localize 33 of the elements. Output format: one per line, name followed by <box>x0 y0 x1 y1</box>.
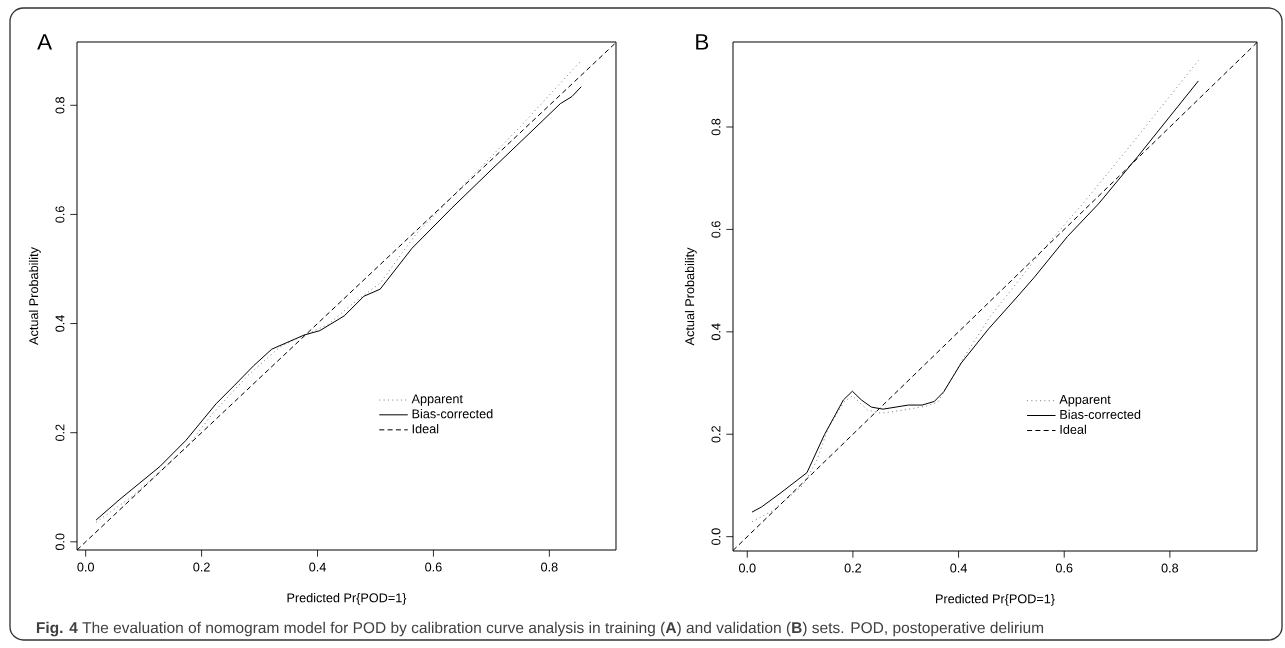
x-axis-title: Predicted Pr{POD=1} <box>287 592 407 605</box>
x-axis-title: Predicted Pr{POD=1} <box>936 593 1055 606</box>
y-tick-label: 0.8 <box>711 118 721 136</box>
y-tick-label: 0.8 <box>55 97 65 114</box>
x-tick-label: 0.0 <box>77 562 95 572</box>
chart-title: B <box>696 34 709 50</box>
x-tick-label: 0.4 <box>309 562 326 572</box>
x-tick-label: 0.2 <box>844 563 862 573</box>
y-tick-label: 0.0 <box>55 533 65 551</box>
x-tick-label: 0.0 <box>738 563 756 573</box>
chart-title: A <box>37 34 53 50</box>
x-tick-label: 0.4 <box>950 563 968 573</box>
y-tick-label: 0.2 <box>55 424 65 441</box>
y-axis-title: Actual Probability <box>28 247 41 345</box>
x-tick-label: 0.8 <box>1161 563 1179 573</box>
legend-label: Bias-corrected <box>412 408 493 419</box>
x-tick-label: 0.8 <box>541 562 558 572</box>
y-tick-label: 0.6 <box>711 221 721 238</box>
legend-label: Ideal <box>412 424 439 434</box>
legend-label: Apparent <box>411 394 463 406</box>
legend-label: Bias-corrected <box>1060 409 1141 419</box>
y-tick-label: 0.0 <box>711 528 721 545</box>
x-tick-label: 0.6 <box>1055 563 1073 573</box>
y-tick-label: 0.2 <box>711 426 721 443</box>
y-axis-title: Actual Probability <box>684 247 697 346</box>
y-tick-label: 0.4 <box>711 323 721 341</box>
legend-label: Apparent <box>1059 395 1111 407</box>
x-tick-label: 0.6 <box>425 562 442 572</box>
text: Fig. 4 The evaluation of nomogram model for POD by calibration curve analysis in training (A) and validation (B) sets. POD, postoperative delirium <box>36 621 1044 637</box>
x-tick-label: 0.2 <box>193 562 210 572</box>
legend-label: Ideal <box>1060 424 1086 434</box>
y-tick-label: 0.6 <box>55 206 65 223</box>
y-tick-label: 0.4 <box>55 315 65 332</box>
